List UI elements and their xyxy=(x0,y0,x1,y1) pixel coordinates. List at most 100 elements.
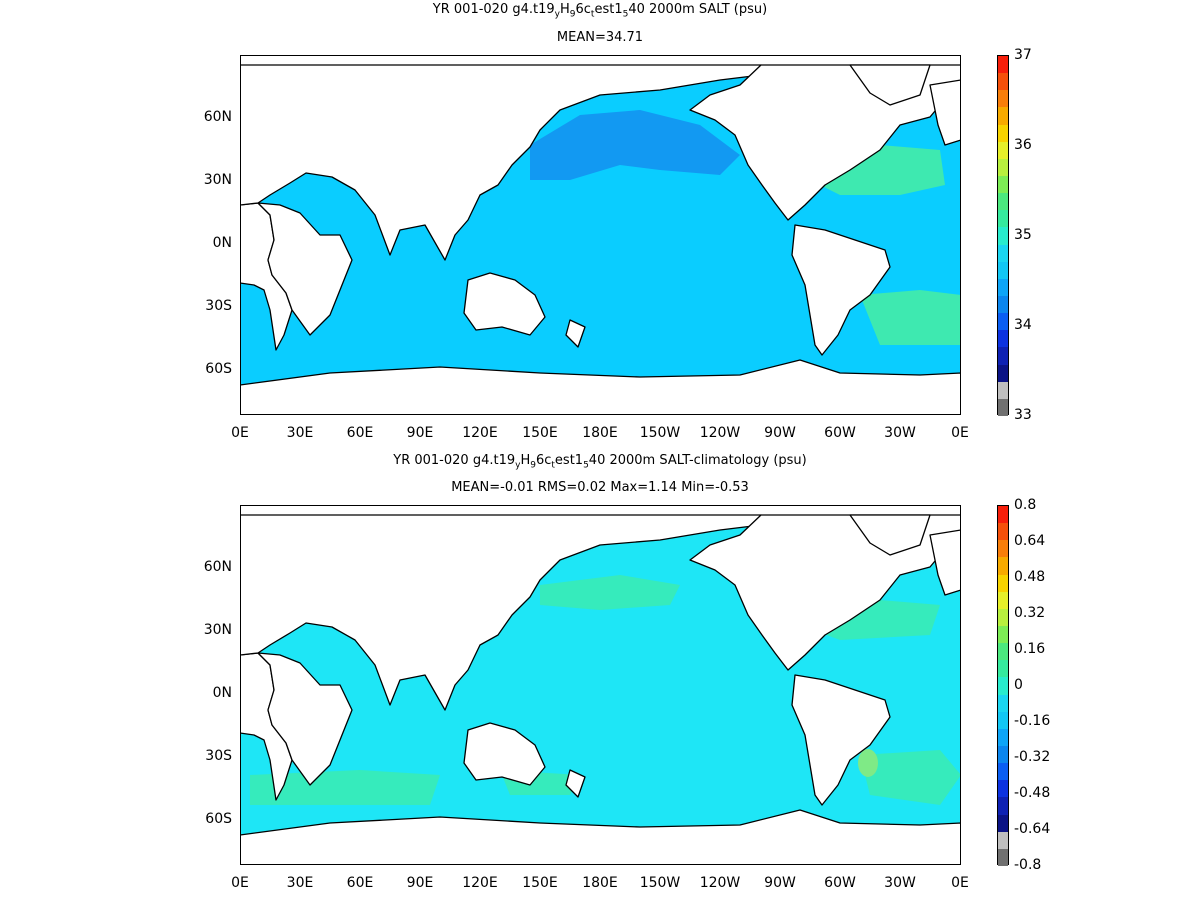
colorbar-tick-label: 0.8 xyxy=(1014,497,1037,513)
panel1-colorbar xyxy=(997,55,1009,416)
land-mass xyxy=(849,64,931,106)
x-tick-label: 90W xyxy=(764,425,796,441)
y-tick-label: 60S xyxy=(205,811,232,827)
colorbar-tick-label: 33 xyxy=(1014,407,1032,423)
colorbar-segment xyxy=(998,175,1008,194)
colorbar-segment xyxy=(998,56,1008,74)
colorbar-segment xyxy=(998,728,1008,746)
y-tick-label: 60N xyxy=(203,559,232,575)
panel2-stats: MEAN=-0.01 RMS=0.02 Max=1.14 Min=-0.53 xyxy=(451,480,749,495)
panel2-title: YR 001-020 g4.t19yH96ctest1540 2000m SAL… xyxy=(393,453,807,471)
world-map xyxy=(240,55,961,415)
colorbar-segment xyxy=(998,364,1008,382)
x-tick-label: 30W xyxy=(884,875,916,891)
colorbar-tick-label: 36 xyxy=(1014,137,1032,153)
colorbar-segment xyxy=(998,763,1008,781)
y-tick-label: 60S xyxy=(205,361,232,377)
x-tick-label: 180E xyxy=(582,875,618,891)
colorbar-segment xyxy=(998,797,1008,815)
colorbar-tick-label: -0.16 xyxy=(1014,713,1051,729)
colorbar-segment xyxy=(998,107,1008,125)
south-atlantic-high-salinity xyxy=(860,290,961,345)
y-tick-label: 0N xyxy=(212,235,232,251)
colorbar-segment xyxy=(998,227,1008,245)
x-tick-label: 60W xyxy=(824,875,856,891)
world-map xyxy=(240,505,961,865)
land-mass xyxy=(791,224,891,356)
x-tick-label: 90W xyxy=(764,875,796,891)
colorbar-tick-label: 0.64 xyxy=(1014,533,1046,549)
colorbar-segment xyxy=(998,90,1008,108)
land-mass xyxy=(463,722,546,786)
land-mass xyxy=(791,674,891,806)
y-tick-label: 0N xyxy=(212,685,232,701)
positive-anomaly xyxy=(858,749,878,777)
x-tick-label: 0E xyxy=(951,875,969,891)
colorbar-segment xyxy=(998,608,1008,626)
y-tick-label: 30N xyxy=(203,172,232,188)
x-tick-label: 120W xyxy=(699,875,741,891)
y-tick-label: 30N xyxy=(203,622,232,638)
land-mass xyxy=(929,79,961,146)
x-tick-label: 0E xyxy=(231,425,249,441)
colorbar-segment xyxy=(998,124,1008,142)
x-tick-label: 60W xyxy=(824,425,856,441)
colorbar-segment xyxy=(998,330,1008,348)
colorbar-tick-label: 37 xyxy=(1014,47,1032,63)
colorbar-segment xyxy=(998,831,1008,849)
x-tick-label: 90E xyxy=(406,425,434,441)
colorbar-segment xyxy=(998,660,1008,678)
colorbar-segment xyxy=(998,158,1008,176)
colorbar-segment xyxy=(998,591,1008,609)
colorbar-segment xyxy=(998,780,1008,798)
x-tick-label: 30W xyxy=(884,425,916,441)
colorbar-tick-label: -0.48 xyxy=(1014,785,1051,801)
colorbar-segment xyxy=(998,523,1008,541)
y-tick-label: 30S xyxy=(205,748,232,764)
colorbar-tick-label: 34 xyxy=(1014,317,1032,333)
land-mass xyxy=(565,769,586,798)
panel2-map xyxy=(240,505,961,865)
anomaly-patch xyxy=(540,575,680,610)
x-tick-label: 30E xyxy=(286,425,314,441)
colorbar-segment xyxy=(998,398,1008,416)
y-tick-label: 60N xyxy=(203,109,232,125)
y-tick-label: 30S xyxy=(205,298,232,314)
colorbar-tick-label: 35 xyxy=(1014,227,1032,243)
colorbar-segment xyxy=(998,643,1008,661)
colorbar-tick-label: 0.32 xyxy=(1014,605,1046,621)
anomaly-patch xyxy=(250,770,440,805)
land-mass xyxy=(565,319,586,348)
x-tick-label: 150W xyxy=(639,425,681,441)
colorbar-segment xyxy=(998,141,1008,159)
colorbar-tick-label: 0.48 xyxy=(1014,569,1046,585)
colorbar-segment xyxy=(998,540,1008,558)
colorbar-segment xyxy=(998,278,1008,296)
x-tick-label: 150W xyxy=(639,875,681,891)
land-mass xyxy=(240,809,961,865)
anomaly-patch xyxy=(860,750,961,805)
x-tick-label: 150E xyxy=(522,875,558,891)
x-tick-label: 120E xyxy=(462,875,498,891)
colorbar-segment xyxy=(998,244,1008,262)
x-tick-label: 180E xyxy=(582,425,618,441)
panel1-map xyxy=(240,55,961,415)
map-frame xyxy=(240,505,961,865)
colorbar-tick-label: -0.64 xyxy=(1014,821,1051,837)
land-mass xyxy=(240,359,961,415)
land-mass xyxy=(257,202,353,336)
x-tick-label: 0E xyxy=(951,425,969,441)
x-tick-label: 90E xyxy=(406,875,434,891)
x-tick-label: 0E xyxy=(231,875,249,891)
x-tick-label: 60E xyxy=(346,875,374,891)
land-mass xyxy=(929,529,961,596)
north-pacific-low-salinity xyxy=(530,110,740,180)
land-mass xyxy=(240,64,762,261)
colorbar-tick-label: 0 xyxy=(1014,677,1023,693)
land-mass xyxy=(240,514,762,711)
colorbar-segment xyxy=(998,677,1008,695)
colorbar-segment xyxy=(998,574,1008,592)
colorbar-segment xyxy=(998,711,1008,729)
panel2-colorbar xyxy=(997,505,1009,866)
colorbar-tick-label: -0.8 xyxy=(1014,857,1042,873)
